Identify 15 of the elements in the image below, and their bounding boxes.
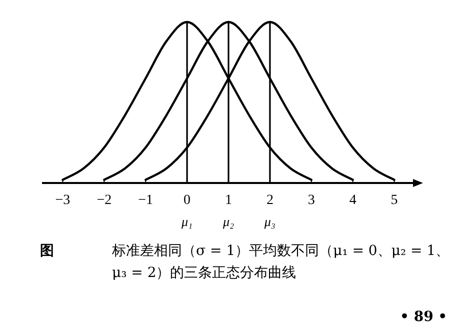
x-tick-label: 3: [308, 193, 315, 208]
x-tick-label: −1: [138, 193, 154, 208]
text: • 89 •: [400, 308, 448, 327]
text: 图: [40, 242, 55, 261]
x-tick-label: 2: [266, 193, 274, 208]
ref-line-label: μ₃: [263, 214, 276, 229]
text: 标准差相同（σ = 1）平均数不同（μ₁ = 0、μ₂ = 1、μ₃ = 2）的三条正态分布曲线: [112, 242, 451, 283]
x-tick-label: 4: [349, 193, 356, 208]
x-tick-label: −3: [55, 193, 70, 208]
x-tick-label: 5: [390, 193, 398, 208]
x-tick-label: 1: [225, 193, 232, 208]
x-tick-label: 0: [184, 193, 191, 208]
ref-line-label: μ₁: [180, 214, 193, 229]
ref-line-label: μ₂: [222, 214, 234, 229]
x-tick-label: −2: [96, 193, 112, 208]
